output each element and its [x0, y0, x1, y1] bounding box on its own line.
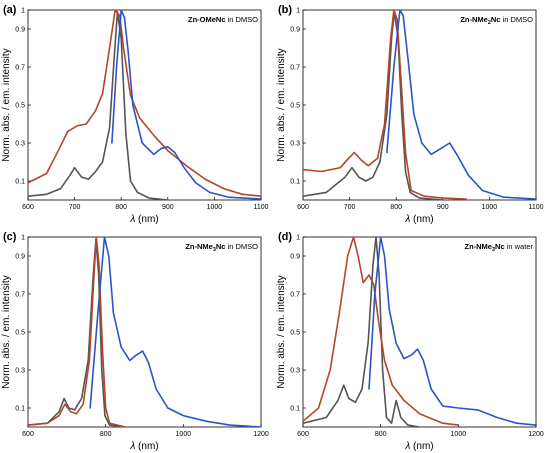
y-tick-label: 0.1 [290, 406, 300, 413]
y-tick-label: 0.7 [15, 292, 25, 299]
x-axis-title: λ (nm) [404, 214, 433, 225]
y-tick-label: 0.1 [15, 406, 25, 413]
x-tick-label: 1000 [176, 431, 192, 438]
y-tick-label: 0.5 [290, 330, 300, 337]
y-axis-title: Norm. abs. / em. intensity [1, 48, 12, 161]
series-line-gray [28, 238, 126, 427]
x-tick-label: 1200 [528, 431, 544, 438]
x-tick-label: 800 [100, 431, 112, 438]
plot-frame [302, 9, 537, 201]
compound-annotation: Zn-NMe3Nc in water [464, 242, 533, 253]
compound-annotation: Zn-NMe2Nc in DMSO [460, 15, 533, 26]
y-tick-label: 0.5 [290, 103, 300, 110]
x-tick-label: 1100 [528, 204, 543, 211]
y-tick-label: 0.3 [15, 368, 25, 375]
series-line-blue [111, 10, 261, 200]
compound-annotation: Zn-OMeNc in DMSO [188, 15, 258, 24]
series-line-blue [386, 10, 536, 200]
y-axis-title: Norm. abs. / em. intensity [276, 275, 287, 388]
y-tick-label: 0.9 [290, 27, 300, 34]
y-tick-label: 0.1 [290, 179, 300, 186]
x-tick-label: 800 [115, 204, 127, 211]
y-tick-label: 0.7 [290, 292, 300, 299]
x-axis-title: λ (nm) [129, 214, 158, 225]
x-tick-label: 600 [297, 431, 309, 438]
x-tick-label: 600 [22, 204, 34, 211]
chart-panel-4: (d) Zn-NMe3Nc in water 600 800 1000 1200 0.1 0.… [276, 231, 544, 452]
y-tick-label: 0.5 [15, 103, 25, 110]
x-tick-label: 700 [344, 204, 356, 211]
x-axis-title: λ (nm) [404, 441, 433, 452]
y-tick-label: 0.7 [15, 65, 25, 72]
panel-label: (d) [278, 231, 292, 243]
x-tick-label: 900 [162, 204, 174, 211]
y-tick-label: 0.9 [15, 27, 25, 34]
x-tick-label: 800 [390, 204, 402, 211]
y-tick-label: 1 [296, 8, 300, 15]
chart-panel-3: (c) Zn-NMe3Nc in DMSO 600 800 1000 1200 0.1 0.3… [1, 231, 269, 452]
y-tick-label: 0.7 [290, 65, 300, 72]
plot-frame [27, 236, 262, 428]
y-tick-label: 1 [21, 235, 25, 242]
series-line-red [28, 10, 261, 197]
series-line-gray [28, 11, 169, 200]
series-line-red [303, 237, 460, 426]
x-tick-label: 1000 [207, 204, 223, 211]
panel-label: (a) [3, 4, 17, 16]
x-tick-label: 900 [437, 204, 449, 211]
x-tick-label: 1100 [253, 204, 268, 211]
x-tick-label: 600 [22, 431, 34, 438]
chart-panel-2: (b) Zn-NMe2Nc in DMSO 600 700 800 900 1000 1100… [276, 4, 544, 225]
chart-panel-1: (a) Zn-OMeNc in DMSO 600 700 800 900 1000 1100 0… [1, 4, 269, 225]
compound-annotation: Zn-NMe3Nc in DMSO [185, 242, 258, 253]
x-tick-label: 1200 [253, 431, 269, 438]
x-tick-label: 1000 [482, 204, 498, 211]
y-tick-label: 1 [296, 235, 300, 242]
y-tick-label: 0.5 [15, 330, 25, 337]
x-tick-label: 800 [375, 431, 387, 438]
y-tick-label: 0.3 [290, 368, 300, 375]
y-tick-label: 0.9 [15, 254, 25, 261]
series-line-blue [89, 237, 261, 427]
plot-frame [27, 9, 262, 201]
y-tick-label: 1 [21, 8, 25, 15]
y-tick-label: 0.1 [15, 179, 25, 186]
panel-label: (b) [278, 4, 292, 16]
panel-label: (c) [3, 231, 17, 243]
series-line-blue [368, 237, 536, 426]
y-axis-title: Norm. abs. / em. intensity [1, 275, 12, 388]
y-axis-title: Norm. abs. / em. intensity [276, 48, 287, 161]
series-line-red [303, 10, 467, 200]
x-tick-label: 1000 [451, 431, 467, 438]
x-tick-label: 700 [69, 204, 81, 211]
y-tick-label: 0.9 [290, 254, 300, 261]
y-tick-label: 0.3 [15, 141, 25, 148]
series-line-red [28, 237, 126, 427]
series-line-gray [303, 237, 421, 427]
x-tick-label: 600 [297, 204, 309, 211]
y-tick-label: 0.3 [290, 141, 300, 148]
x-axis-title: λ (nm) [129, 441, 158, 452]
series-line-gray [303, 11, 444, 200]
